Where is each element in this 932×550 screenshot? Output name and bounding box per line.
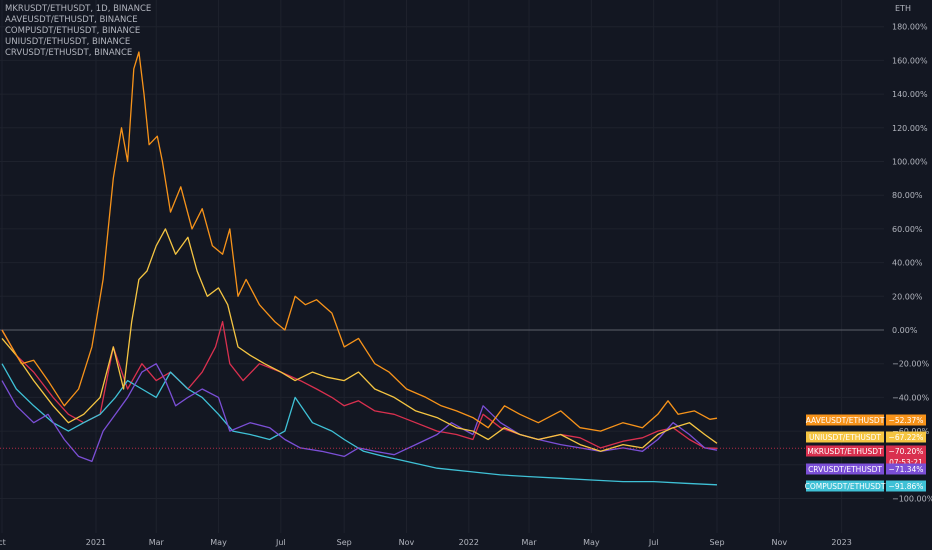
x-tick-label: May [583,538,600,547]
y-tick-label: 140.00% [892,90,928,99]
y-axis-unit: ETH [895,4,911,13]
x-tick-label: 2021 [86,538,106,547]
y-tick-label: 20.00% [892,292,923,301]
series-tag-name: CRVUSDT/ETHUSDT [808,465,882,474]
series-line-mkr [1,320,718,449]
series-tag-value: −91.86% [889,482,924,491]
legend-line-main: MKRUSDT/ETHUSDT, 1D, BINANCE [5,4,152,14]
x-tick-label: Jul [648,538,659,547]
series-tag-name-bg [806,445,884,457]
y-tick-label: 100.00% [892,158,928,167]
y-tick-label: 40.00% [892,259,923,268]
series-tag-mkr: MKRUSDT/ETHUSDT −70.20% 07:53:21 [806,445,926,468]
x-tick-label: Sep [337,538,352,547]
y-tick-label: −20.00% [892,360,930,369]
series-line-uni [1,228,718,452]
legend-line-comp: COMPUSDT/ETHUSDT, BINANCE [5,26,141,36]
series-tag-name-bg [806,414,884,426]
series-tag-crv: CRVUSDT/ETHUSDT −71.34% [806,463,926,475]
legend-line-crv: CRVUSDT/ETHUSDT, BINANCE [5,48,133,58]
x-tick-label: Nov [399,538,415,547]
series-tag-value: −71.34% [889,465,924,474]
series-tag-name: UNIUSDT/ETHUSDT [809,433,881,442]
series-line-crv [1,363,718,463]
y-axis: ETH 180.00% 160.00% 140.00% 120.00% 100.00% 80… [892,4,932,504]
y-tick-label: 120.00% [892,124,928,133]
series-tag-name-bg [806,431,884,443]
x-tick-label: 2022 [459,538,479,547]
series-tag-value-bg [886,445,926,457]
series-tag-value: −52.37% [889,416,924,425]
series-tag-name-bg [806,480,884,492]
y-tick-label: 80.00% [892,191,923,200]
series-tag-value-bg [886,463,926,475]
y-tick-label: −100.00% [892,495,932,504]
series-tag-value-bg [886,431,926,443]
y-tick-label: 180.00% [892,23,928,32]
series-tags: AAVEUSDT/ETHUSDT −52.37% UNIUSDT/ETHUSDT −6… [805,414,926,492]
x-tick-label: Jul [275,538,286,547]
x-tick-label: ct [0,538,6,547]
series-tag-value-bg [886,414,926,426]
countdown-bg [886,456,926,468]
series-tag-value-bg [886,480,926,492]
countdown-label: 07:53:21 [889,458,923,467]
x-tick-label: Mar [522,538,538,547]
x-tick-label: Mar [149,538,165,547]
series-tag-name: AAVEUSDT/ETHUSDT [806,416,885,425]
legend-line-aave: AAVEUSDT/ETHUSDT, BINANCE [5,15,138,25]
x-tick-label: Nov [771,538,787,547]
x-tick-label: 2023 [831,538,851,547]
series-tag-comp: COMPUSDT/ETHUSDT −91.86% [805,480,926,492]
series-tag-aave: AAVEUSDT/ETHUSDT −52.37% [806,414,926,426]
series-tag-uni: UNIUSDT/ETHUSDT −67.22% [806,431,926,443]
series-tag-name: MKRUSDT/ETHUSDT [807,447,883,456]
series-tag-name-bg [806,463,884,475]
series-tag-value: −70.20% [889,447,924,456]
x-tick-label: Sep [709,538,724,547]
y-tick-label: 60.00% [892,225,923,234]
series-tag-value: −67.22% [889,433,924,442]
x-axis: ct 2021 Mar May Jul Sep Nov 2022 Mar May Jul Sep Nov… [0,538,852,547]
legend: MKRUSDT/ETHUSDT, 1D, BINANCE AAVEUSDT/ET… [5,4,151,59]
series-line-aave [1,51,718,432]
x-tick-label: May [210,538,227,547]
y-tick-label: 0.00% [892,326,918,335]
y-tick-label: 160.00% [892,56,928,65]
legend-line-uni: UNIUSDT/ETHUSDT, BINANCE [5,37,131,47]
series-tag-name: COMPUSDT/ETHUSDT [805,482,886,491]
y-tick-label: −40.00% [892,393,930,402]
series-line-comp [1,363,718,486]
